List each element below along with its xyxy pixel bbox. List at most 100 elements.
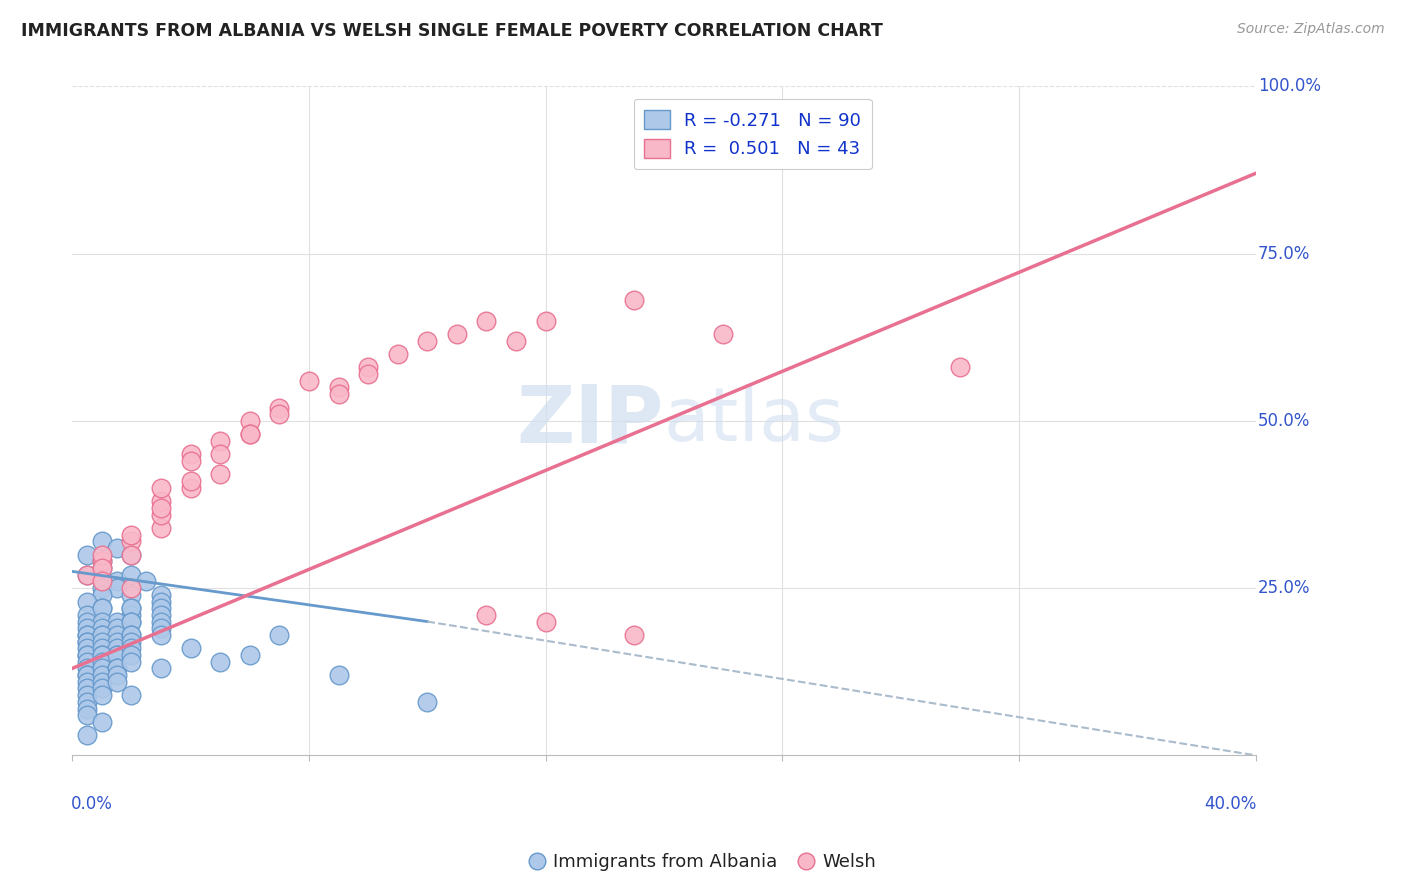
Point	[150, 615, 173, 629]
Point	[90, 641, 112, 656]
Point	[76, 607, 98, 622]
Point	[357, 367, 380, 381]
Point	[90, 628, 112, 642]
Point	[328, 387, 350, 401]
Text: atlas: atlas	[664, 384, 845, 458]
Point	[121, 548, 143, 562]
Point	[121, 534, 143, 549]
Point	[150, 521, 173, 535]
Point	[328, 380, 350, 394]
Point	[76, 661, 98, 675]
Point	[121, 615, 143, 629]
Point	[121, 581, 143, 595]
Point	[121, 588, 143, 602]
Point	[121, 601, 143, 615]
Point	[90, 634, 112, 648]
Point	[105, 668, 128, 682]
Point	[121, 607, 143, 622]
Point	[105, 581, 128, 595]
Point	[76, 701, 98, 715]
Point	[209, 434, 232, 448]
Point	[90, 674, 112, 689]
Text: Source: ZipAtlas.com: Source: ZipAtlas.com	[1237, 22, 1385, 37]
Point	[121, 567, 143, 582]
Text: 75.0%: 75.0%	[1258, 244, 1310, 262]
Text: 25.0%: 25.0%	[1258, 579, 1310, 597]
Point	[534, 313, 557, 327]
Point	[105, 648, 128, 662]
Point	[90, 601, 112, 615]
Point	[105, 541, 128, 555]
Point	[90, 655, 112, 669]
Point	[150, 494, 173, 508]
Point	[121, 527, 143, 541]
Point	[239, 427, 262, 442]
Point	[90, 628, 112, 642]
Point	[475, 313, 498, 327]
Point	[76, 708, 98, 723]
Point	[150, 588, 173, 602]
Point	[76, 567, 98, 582]
Point	[90, 581, 112, 595]
Point	[121, 628, 143, 642]
Text: 40.0%: 40.0%	[1205, 796, 1257, 814]
Point	[90, 534, 112, 549]
Point	[76, 668, 98, 682]
Point	[180, 474, 202, 488]
Point	[150, 508, 173, 522]
Point	[121, 641, 143, 656]
Point	[76, 695, 98, 709]
Point	[90, 648, 112, 662]
Point	[90, 688, 112, 702]
Point	[121, 648, 143, 662]
Point	[105, 661, 128, 675]
Point	[269, 401, 291, 415]
Point	[121, 615, 143, 629]
Point	[209, 467, 232, 482]
Point	[150, 594, 173, 608]
Point	[76, 728, 98, 742]
Point	[76, 648, 98, 662]
Point	[76, 594, 98, 608]
Point	[949, 360, 972, 375]
Text: 100.0%: 100.0%	[1258, 78, 1320, 95]
Point	[121, 655, 143, 669]
Point	[105, 621, 128, 635]
Point	[623, 293, 645, 308]
Point	[180, 481, 202, 495]
Point	[239, 427, 262, 442]
Point	[76, 641, 98, 656]
Point	[90, 554, 112, 568]
Point	[121, 628, 143, 642]
Point	[90, 714, 112, 729]
Point	[150, 607, 173, 622]
Point	[76, 615, 98, 629]
Point	[90, 561, 112, 575]
Point	[209, 447, 232, 461]
Point	[105, 641, 128, 656]
Point	[150, 500, 173, 515]
Point	[446, 326, 468, 341]
Point	[121, 634, 143, 648]
Text: 50.0%: 50.0%	[1258, 412, 1310, 430]
Point	[90, 615, 112, 629]
Point	[76, 674, 98, 689]
Point	[90, 661, 112, 675]
Point	[90, 574, 112, 589]
Point	[416, 695, 439, 709]
Point	[90, 621, 112, 635]
Point	[76, 688, 98, 702]
Point	[150, 621, 173, 635]
Point	[357, 360, 380, 375]
Point	[76, 681, 98, 696]
Point	[623, 628, 645, 642]
Point	[76, 668, 98, 682]
Point	[105, 628, 128, 642]
Point	[387, 347, 409, 361]
Point	[150, 628, 173, 642]
Point	[76, 567, 98, 582]
Point	[475, 607, 498, 622]
Point	[105, 661, 128, 675]
Point	[239, 414, 262, 428]
Point	[209, 655, 232, 669]
